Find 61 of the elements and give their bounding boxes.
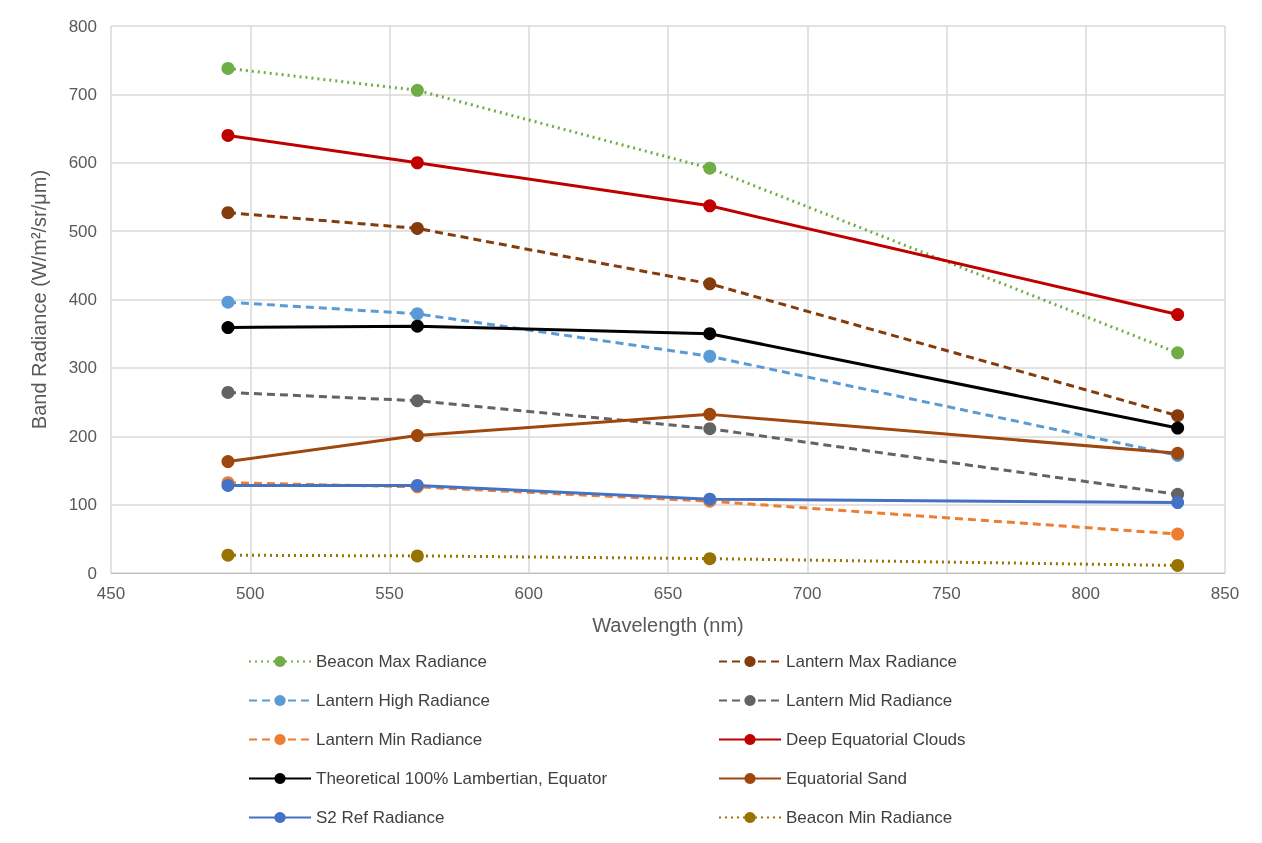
point bbox=[1171, 346, 1185, 360]
x-tick-label: 650 bbox=[653, 584, 683, 603]
point bbox=[410, 549, 424, 563]
y-axis-title: Band Radiance (W/m²/sr/μm) bbox=[28, 169, 50, 430]
y-tick-label: 400 bbox=[68, 290, 97, 309]
y-tick-label: 0 bbox=[87, 563, 97, 583]
point bbox=[703, 422, 717, 436]
y-tick-label: 300 bbox=[68, 358, 97, 378]
x-tick-label: 550 bbox=[375, 584, 404, 603]
point bbox=[221, 128, 235, 142]
legend-label: Theoretical 100% Lambertian, Equator bbox=[316, 769, 608, 788]
point bbox=[221, 321, 235, 335]
point bbox=[1171, 496, 1185, 510]
point bbox=[221, 295, 235, 309]
point bbox=[703, 552, 717, 566]
point bbox=[1171, 308, 1185, 322]
legend-label: Lantern Min Radiance bbox=[316, 730, 483, 749]
y-tick-label: 600 bbox=[68, 153, 97, 173]
point bbox=[703, 349, 717, 363]
point bbox=[703, 327, 717, 341]
legend-label: Equatorial Sand bbox=[786, 769, 907, 788]
y-tick-label: 100 bbox=[68, 495, 97, 515]
point bbox=[221, 61, 235, 75]
point bbox=[221, 455, 235, 469]
point bbox=[703, 407, 717, 421]
x-tick-label: 850 bbox=[1210, 584, 1240, 603]
point bbox=[410, 429, 424, 443]
point bbox=[1171, 409, 1185, 423]
point bbox=[703, 161, 717, 175]
x-tick-label: 500 bbox=[236, 584, 265, 603]
point bbox=[410, 156, 424, 170]
x-tick-label: 750 bbox=[932, 584, 961, 603]
x-tick-label: 700 bbox=[793, 584, 822, 603]
y-tick-label: 700 bbox=[68, 84, 97, 104]
point bbox=[221, 385, 235, 399]
legend-label: Lantern High Radiance bbox=[316, 691, 490, 710]
legend-label: S2 Ref Radiance bbox=[316, 808, 445, 827]
legend-label: Deep Equatorial Clouds bbox=[786, 730, 966, 749]
y-tick-label: 800 bbox=[68, 16, 97, 36]
point bbox=[410, 394, 424, 408]
x-axis-title: Wavelength (nm) bbox=[592, 614, 744, 636]
point bbox=[703, 277, 717, 291]
y-tick-label: 200 bbox=[68, 426, 97, 446]
point bbox=[703, 199, 717, 213]
point bbox=[1171, 558, 1185, 572]
y-tick-label: 500 bbox=[68, 221, 97, 241]
x-tick-label: 800 bbox=[1071, 584, 1100, 603]
point bbox=[410, 83, 424, 97]
x-tick-label: 600 bbox=[514, 584, 543, 603]
point bbox=[410, 319, 424, 333]
point bbox=[1171, 421, 1185, 435]
legend-label: Lantern Max Radiance bbox=[786, 652, 958, 671]
legend-label: Lantern Mid Radiance bbox=[786, 691, 953, 710]
x-tick-label: 450 bbox=[96, 584, 126, 603]
point bbox=[1171, 527, 1185, 541]
point bbox=[221, 206, 235, 220]
legend-label: Beacon Min Radiance bbox=[786, 808, 953, 827]
point bbox=[410, 221, 424, 235]
point bbox=[410, 307, 424, 321]
point bbox=[221, 548, 235, 562]
legend-label: Beacon Max Radiance bbox=[316, 652, 488, 671]
